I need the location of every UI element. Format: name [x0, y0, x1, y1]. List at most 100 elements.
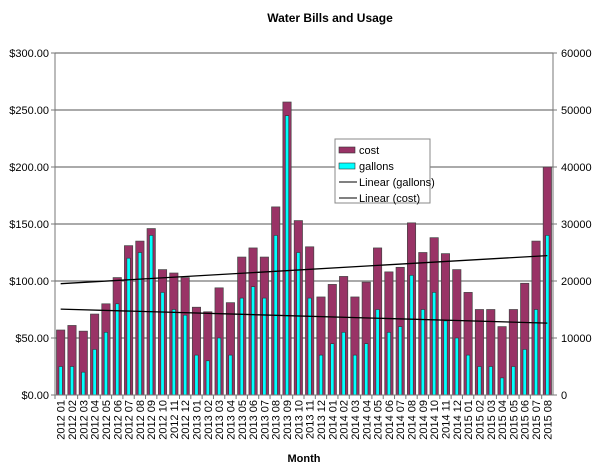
bar-gallons: [228, 354, 233, 396]
x-tick-label: 2015 04: [497, 400, 509, 440]
bar-gallons: [420, 309, 425, 396]
x-tick-label: 2014 08: [407, 400, 419, 440]
x-axis-label: Month: [288, 453, 321, 465]
x-tick-label: 2013 03: [214, 400, 226, 440]
bar-gallons: [205, 360, 210, 396]
bar-gallons: [409, 274, 414, 396]
x-tick-label: 2012 09: [146, 400, 158, 440]
x-tick-label: 2012 06: [112, 400, 124, 440]
y-tick-label: $100.00: [9, 276, 49, 288]
legend-label: cost: [359, 145, 379, 157]
bar-gallons: [307, 297, 312, 396]
bar-gallons: [500, 377, 505, 396]
x-tick-label: 2013 02: [203, 400, 215, 440]
bar-gallons: [364, 343, 369, 396]
bar-gallons: [251, 286, 256, 396]
bar-gallons: [341, 331, 346, 396]
y-right-tick-label: 40000: [561, 162, 592, 174]
y-tick-label: $0.00: [21, 390, 49, 402]
bar-gallons: [103, 331, 108, 396]
x-tick-label: 2015 07: [531, 400, 543, 440]
bar-gallons: [58, 366, 63, 396]
y-right-tick-label: 50000: [561, 105, 592, 117]
x-tick-label: 2012 03: [78, 400, 90, 440]
bar-gallons: [386, 331, 391, 396]
legend-swatch: [338, 162, 356, 170]
y-tick-label: $300.00: [9, 48, 49, 60]
bar-gallons: [92, 349, 97, 396]
y-right-tick-label: 0: [561, 390, 567, 402]
x-tick-label: 2012 07: [124, 400, 136, 440]
bar-gallons: [454, 337, 459, 396]
bar-gallons: [296, 252, 301, 396]
bar-gallons: [443, 320, 448, 396]
chart-title: Water Bills and Usage: [267, 11, 393, 25]
x-tick-label: 2013 04: [225, 400, 237, 440]
x-tick-label: 2013 06: [248, 400, 260, 440]
x-tick-label: 2015 02: [474, 400, 486, 440]
bar-gallons: [194, 354, 199, 396]
x-tick-label: 2012 01: [56, 400, 68, 440]
trendline-gallons: [60, 308, 548, 324]
legend-label: Linear (cost): [359, 193, 420, 205]
bar-gallons: [115, 303, 120, 396]
x-tick-label: 2015 05: [508, 400, 520, 440]
x-tick-label: 2012 04: [90, 400, 102, 440]
x-tick-label: 2013 05: [237, 400, 249, 440]
bar-gallons: [488, 366, 493, 396]
x-tick-label: 2012 02: [67, 400, 79, 440]
x-tick-label: 2012 08: [135, 400, 147, 440]
legend-label: gallons: [359, 161, 394, 173]
y-tick-label: $150.00: [9, 219, 49, 231]
x-tick-label: 2014 06: [384, 400, 396, 440]
x-tick-label: 2014 01: [327, 400, 339, 440]
y-right-tick-label: 30000: [561, 219, 592, 231]
x-tick-label: 2013 10: [293, 400, 305, 440]
bar-gallons: [81, 371, 86, 396]
bar-gallons: [183, 314, 188, 396]
bar-gallons: [318, 354, 323, 396]
x-tick-label: 2014 12: [452, 400, 464, 440]
bar-gallons: [239, 297, 244, 396]
legend-swatch: [338, 146, 356, 154]
x-tick-label: 2013 08: [271, 400, 283, 440]
x-tick-label: 2013 11: [305, 400, 317, 439]
x-tick-label: 2014 09: [418, 400, 430, 440]
x-tick-label: 2012 11: [169, 400, 181, 439]
x-tick-label: 2012 05: [101, 400, 113, 440]
x-tick-label: 2012 10: [158, 400, 170, 440]
bar-gallons: [137, 252, 142, 396]
x-tick-label: 2013 07: [259, 400, 271, 440]
x-tick-label: 2015 06: [520, 400, 532, 440]
trendline-cost: [60, 254, 548, 285]
bar-gallons: [375, 309, 380, 396]
bar-gallons: [330, 343, 335, 396]
x-tick-label: 2014 07: [395, 400, 407, 440]
bar-gallons: [511, 366, 516, 396]
x-tick-label: 2015 03: [486, 400, 498, 440]
y-right-tick-label: 60000: [561, 48, 592, 60]
x-tick-label: 2014 05: [373, 400, 385, 440]
bar-gallons: [217, 337, 222, 396]
bar-gallons: [69, 366, 74, 396]
bar-gallons: [545, 235, 550, 396]
x-tick-label: 2014 11: [440, 400, 452, 439]
bar-gallons: [262, 297, 267, 396]
bar-gallons: [126, 257, 131, 396]
bar-gallons: [398, 326, 403, 396]
x-tick-label: 2014 03: [350, 400, 362, 440]
x-tick-label: 2014 02: [339, 400, 351, 440]
x-tick-label: 2012 12: [180, 400, 192, 440]
bar-gallons: [352, 354, 357, 396]
x-tick-label: 2013 01: [191, 400, 203, 440]
bar-gallons: [432, 292, 437, 396]
x-tick-label: 2015 01: [463, 400, 475, 440]
y-tick-label: $250.00: [9, 105, 49, 117]
x-tick-label: 2013 12: [316, 400, 328, 440]
legend-label: Linear (gallons): [359, 177, 435, 189]
bar-gallons: [160, 292, 165, 396]
x-tick-label: 2014 04: [361, 400, 373, 440]
y-right-tick-label: 20000: [561, 276, 592, 288]
